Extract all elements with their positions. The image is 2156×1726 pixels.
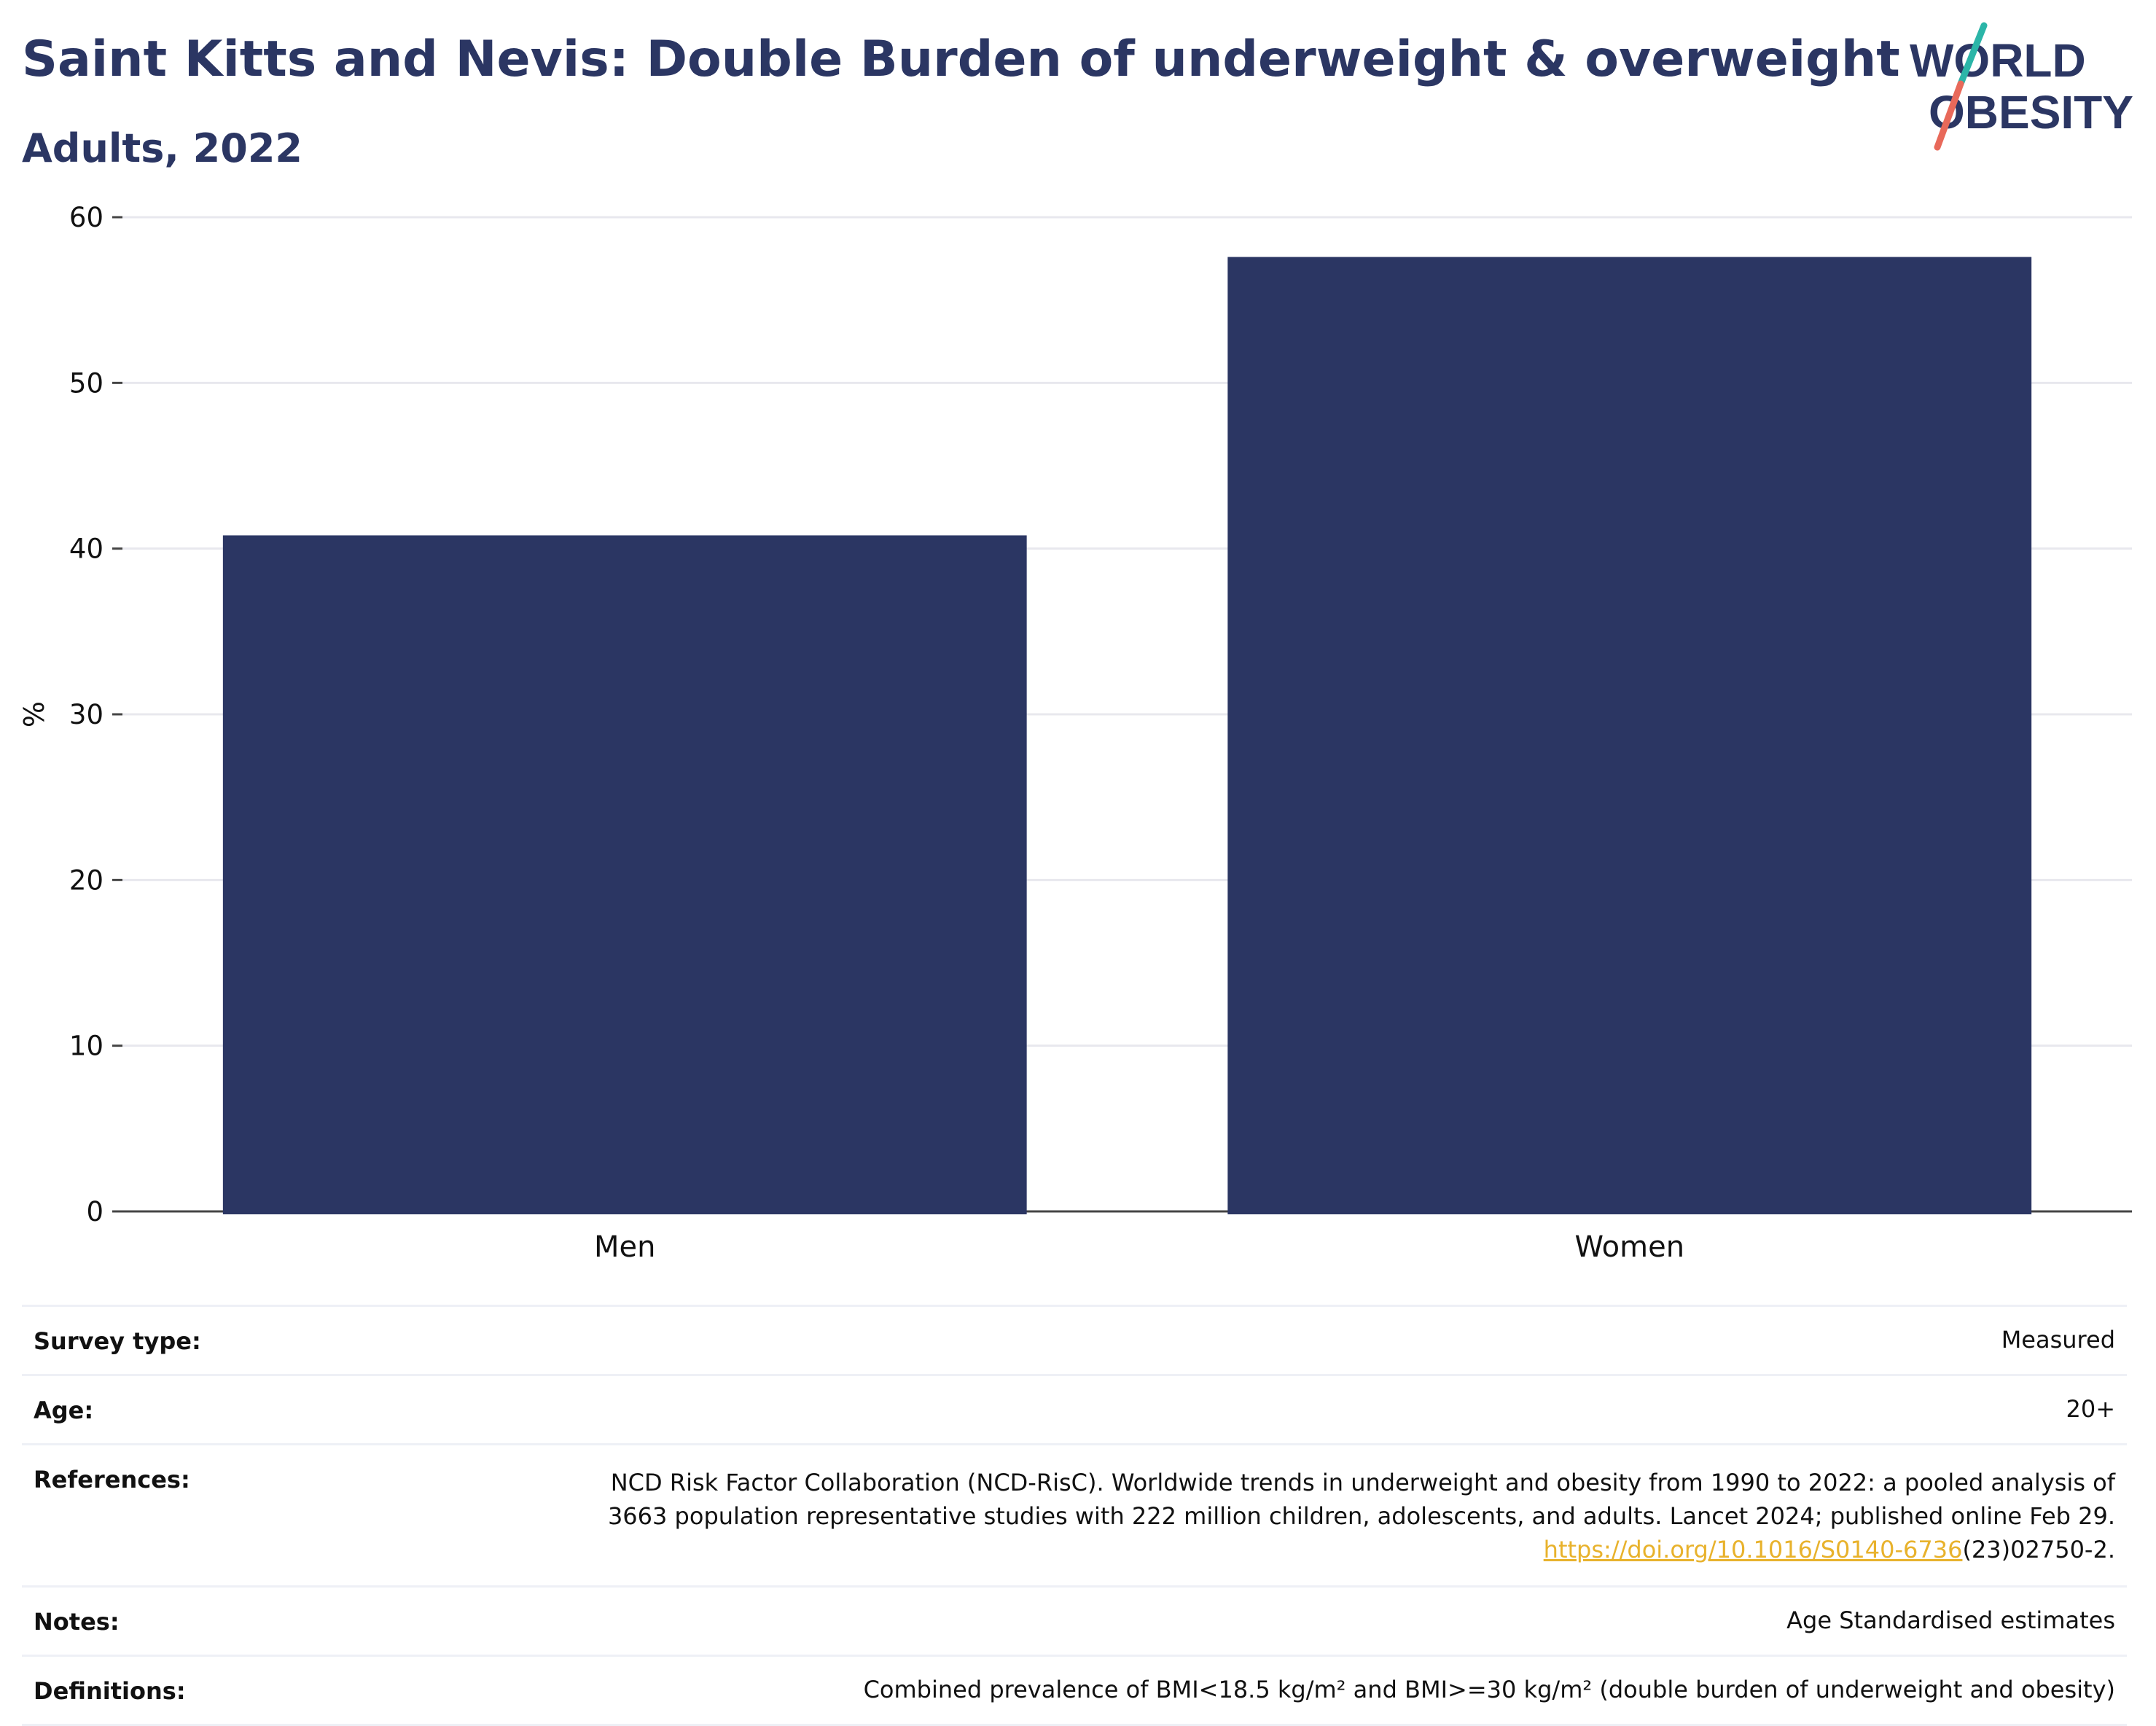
bar-women[interactable]	[1227, 257, 2032, 1214]
notes-label: Notes:	[34, 1608, 120, 1636]
y-tick-labels: 0 10 20 30 40 50 60	[69, 202, 103, 1227]
x-tick-label-men: Men	[594, 1230, 655, 1264]
y-tick-label: 30	[69, 699, 103, 730]
meta-row-age: Age: 20+	[22, 1374, 2127, 1443]
y-axis-label: %	[18, 701, 50, 727]
age-label: Age:	[34, 1397, 94, 1424]
world-obesity-logo: WORLD OBESITY	[1910, 22, 2133, 151]
references-line1: NCD Risk Factor Collaboration (NCD-RisC)…	[610, 1469, 2115, 1496]
metadata-table: Survey type: Measured Age: 20+ Reference…	[22, 1305, 2127, 1726]
survey-type-value: Measured	[2001, 1326, 2115, 1354]
y-tick-label: 10	[69, 1031, 103, 1062]
x-tick-labels: Men Women	[594, 1230, 1684, 1264]
bar-chart: 0 10 20 30 40 50 60 Men Women %	[18, 202, 2132, 1264]
meta-row-survey-type: Survey type: Measured	[22, 1305, 2127, 1374]
notes-value: Age Standardised estimates	[1786, 1606, 2115, 1634]
y-tick-label: 50	[69, 367, 103, 399]
chart-title: Saint Kitts and Nevis: Double Burden of …	[22, 31, 1900, 88]
y-tick-label: 0	[86, 1196, 103, 1227]
references-label: References:	[34, 1466, 190, 1493]
survey-type-label: Survey type:	[34, 1327, 201, 1355]
definitions-label: Definitions:	[34, 1677, 186, 1705]
y-tick-label: 20	[69, 864, 103, 896]
definitions-value: Combined prevalence of BMI<18.5 kg/m² an…	[863, 1676, 2115, 1703]
references-link-suffix: (23)02750-2.	[1962, 1536, 2115, 1563]
logo-line2: OBESITY	[1929, 86, 2133, 138]
x-tick-label-women: Women	[1574, 1230, 1684, 1264]
chart-subtitle: Adults, 2022	[22, 125, 302, 171]
meta-row-definitions: Definitions: Combined prevalence of BMI<…	[22, 1655, 2127, 1726]
bars	[222, 257, 2032, 1214]
logo-slash-top	[1957, 22, 1988, 87]
meta-row-notes: Notes: Age Standardised estimates	[22, 1585, 2127, 1655]
y-tick-label: 60	[69, 202, 103, 233]
references-line2: 3663 population representative studies w…	[607, 1502, 2115, 1530]
age-value: 20+	[2066, 1395, 2115, 1423]
references-doi-link[interactable]: https://doi.org/10.1016/S0140-6736	[1543, 1536, 1963, 1563]
logo-line1: WORLD	[1910, 34, 2086, 87]
bar-men[interactable]	[222, 535, 1027, 1214]
y-tick-label: 40	[69, 534, 103, 565]
meta-row-references: References: NCD Risk Factor Collaboratio…	[22, 1443, 2127, 1585]
references-value: NCD Risk Factor Collaboration (NCD-RisC)…	[608, 1466, 2115, 1566]
logo-slash-bottom	[1934, 80, 1964, 151]
